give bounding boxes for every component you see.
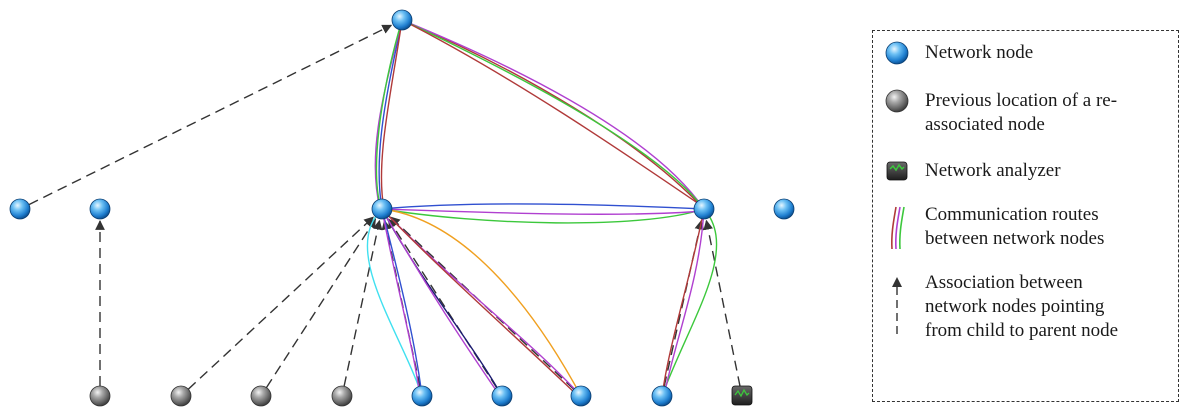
nodes-layer bbox=[9, 9, 795, 407]
previous-location-node-bottom-prev-3[interactable] bbox=[250, 385, 272, 407]
communication-route-21 bbox=[661, 208, 718, 397]
legend-label-network-analyzer: Network analyzer bbox=[925, 160, 1061, 181]
communication-route-1 bbox=[378, 19, 403, 210]
communication-route-7 bbox=[401, 19, 705, 210]
communication-route-17 bbox=[381, 208, 582, 397]
association-line-far-left-1-to-top bbox=[28, 24, 393, 206]
communication-route-20 bbox=[661, 208, 705, 397]
association-line-bottom-node-3-to-mid-left bbox=[390, 216, 575, 390]
previous-location-node-bottom-prev-1[interactable] bbox=[89, 385, 111, 407]
previous-location-icon bbox=[885, 89, 909, 113]
communication-route-9 bbox=[381, 203, 705, 210]
association-line-bottom-prev-3-to-mid-left bbox=[265, 218, 377, 388]
legend-label-association: Association between network nodes pointi… bbox=[925, 272, 1119, 341]
communication-routes bbox=[366, 19, 718, 397]
network-node-bottom-node-3[interactable] bbox=[570, 385, 592, 407]
communication-routes-icon bbox=[891, 206, 905, 250]
association-line-bottom-prev-4-to-mid-left bbox=[343, 219, 383, 387]
network-node-top[interactable] bbox=[391, 9, 413, 31]
association-line-analyzer-to-mid-right bbox=[703, 219, 741, 387]
communication-route-14 bbox=[381, 208, 421, 397]
communication-route-4 bbox=[375, 19, 403, 210]
legend-label-communication-routes: Communication routes between network nod… bbox=[925, 204, 1105, 249]
previous-location-node-bottom-prev-4[interactable] bbox=[331, 385, 353, 407]
communication-route-13 bbox=[381, 208, 423, 397]
network-node-bottom-node-4[interactable] bbox=[651, 385, 673, 407]
network-node-icon bbox=[885, 41, 909, 65]
communication-route-8 bbox=[401, 19, 703, 207]
network-analyzer-icon bbox=[886, 161, 908, 181]
communication-route-6 bbox=[401, 19, 705, 210]
communication-route-19 bbox=[381, 208, 579, 397]
association-line-bottom-node-4-to-mid-right bbox=[663, 219, 705, 387]
legend-label-network-node: Network node bbox=[925, 42, 1034, 63]
network-node-mid-right[interactable] bbox=[693, 198, 715, 220]
communication-route-11 bbox=[381, 208, 705, 215]
network-node-mid-left[interactable] bbox=[371, 198, 393, 220]
network-node-far-left-1[interactable] bbox=[9, 198, 31, 220]
legend-label-previous-location: Previous location of a re- associated no… bbox=[925, 90, 1118, 135]
communication-route-16 bbox=[381, 208, 501, 397]
communication-route-3 bbox=[380, 19, 403, 210]
communication-route-5 bbox=[401, 19, 705, 210]
communication-route-22 bbox=[663, 208, 705, 397]
association-line-bottom-prev-2-to-mid-left bbox=[187, 216, 374, 390]
legend-box: Network node Previous location of a re- … bbox=[872, 30, 1179, 402]
network-node-bottom-node-1[interactable] bbox=[411, 385, 433, 407]
communication-route-10 bbox=[381, 208, 705, 224]
previous-location-node-bottom-prev-2[interactable] bbox=[170, 385, 192, 407]
network-node-bottom-node-2[interactable] bbox=[491, 385, 513, 407]
network-node-far-right[interactable] bbox=[773, 198, 795, 220]
communication-route-12 bbox=[366, 208, 423, 397]
network-analyzer-analyzer[interactable] bbox=[731, 385, 753, 406]
association-arrow-icon bbox=[892, 277, 902, 339]
network-node-far-left-2[interactable] bbox=[89, 198, 111, 220]
